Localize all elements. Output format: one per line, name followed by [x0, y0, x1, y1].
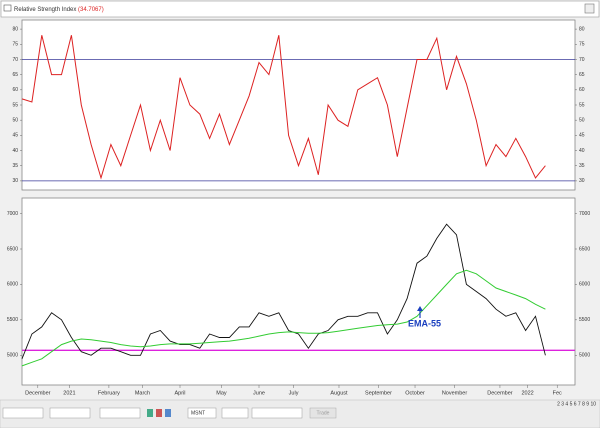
- y-tick-label: 55: [12, 102, 18, 108]
- y-tick-label: 40: [579, 148, 585, 154]
- series-line: [21, 223, 546, 359]
- annotation: EMA-55: [408, 318, 441, 328]
- page-tabs[interactable]: 2 3 4 5 6 7 8 9 10: [557, 401, 596, 407]
- x-tick-label: December: [25, 390, 51, 396]
- x-tick-label: Fec: [553, 390, 562, 396]
- x-tick-label: December: [487, 390, 513, 396]
- y-tick-label: 6000: [7, 282, 18, 288]
- dropdown[interactable]: [2, 407, 44, 419]
- y-tick-label: 80: [12, 26, 18, 32]
- series-line: [21, 35, 546, 180]
- y-tick-label: 45: [12, 133, 18, 139]
- y-tick-label: 35: [579, 163, 585, 169]
- y-tick-label: 5000: [579, 353, 590, 359]
- y-tick-label: 80: [579, 26, 585, 32]
- price-panel: [21, 197, 576, 386]
- close-button[interactable]: [584, 3, 595, 14]
- symbol-field[interactable]: [187, 407, 217, 419]
- series-line: [21, 269, 546, 367]
- x-tick-label: April: [174, 390, 185, 396]
- y-tick-label: 60: [12, 87, 18, 93]
- x-tick-label: June: [253, 390, 265, 396]
- dropdown[interactable]: [99, 407, 141, 419]
- rsi-panel: [21, 19, 576, 191]
- y-tick-label: 7000: [7, 211, 18, 217]
- trade-button[interactable]: [309, 407, 337, 419]
- x-tick-label: July: [289, 390, 299, 396]
- tool-icon[interactable]: [156, 409, 162, 417]
- icon: [3, 4, 12, 12]
- dropdown[interactable]: [49, 407, 91, 419]
- y-tick-label: 5500: [7, 317, 18, 323]
- x-tick-label: August: [330, 390, 348, 396]
- rsi-value: (34.7067): [78, 7, 104, 13]
- y-tick-label: 35: [12, 163, 18, 169]
- symbol: MSNT: [191, 410, 205, 416]
- dropdown[interactable]: [221, 407, 249, 419]
- y-tick-label: 6000: [579, 282, 590, 288]
- y-tick-label: 75: [12, 42, 18, 48]
- title-bar: [0, 0, 600, 18]
- y-tick-label: 75: [579, 42, 585, 48]
- x-tick-label: March: [135, 390, 150, 396]
- x-tick-label: September: [365, 390, 392, 396]
- y-tick-label: 5500: [579, 317, 590, 323]
- y-tick-label: 30: [12, 178, 18, 184]
- y-tick-label: 55: [579, 102, 585, 108]
- y-tick-label: 6500: [7, 246, 18, 252]
- x-tick-label: 2021: [63, 390, 75, 396]
- y-tick-label: 60: [579, 87, 585, 93]
- x-tick-label: November: [442, 390, 468, 396]
- dropdown[interactable]: [251, 407, 303, 419]
- panel-title: Relative Strength Index (34.7067): [14, 7, 104, 13]
- y-tick-label: 70: [12, 57, 18, 63]
- x-tick-label: May: [216, 390, 227, 396]
- y-tick-label: 30: [579, 178, 585, 184]
- x-tick-label: October: [405, 390, 425, 396]
- tool-icon[interactable]: [165, 409, 171, 417]
- y-tick-label: 45: [579, 133, 585, 139]
- tool-icon[interactable]: [147, 409, 153, 417]
- y-tick-label: 6500: [579, 246, 590, 252]
- trade-label: Trade: [317, 410, 330, 416]
- x-tick-label: February: [98, 390, 120, 396]
- y-tick-label: 50: [12, 118, 18, 124]
- y-tick-label: 65: [579, 72, 585, 78]
- y-tick-label: 7000: [579, 211, 590, 217]
- rsi-title: Relative Strength Index: [14, 7, 76, 13]
- y-tick-label: 40: [12, 148, 18, 154]
- y-tick-label: 70: [579, 57, 585, 63]
- x-tick-label: 2022: [521, 390, 533, 396]
- y-tick-label: 5000: [7, 353, 18, 359]
- y-tick-label: 65: [12, 72, 18, 78]
- annotation-arrowhead: [417, 306, 423, 311]
- y-tick-label: 50: [579, 118, 585, 124]
